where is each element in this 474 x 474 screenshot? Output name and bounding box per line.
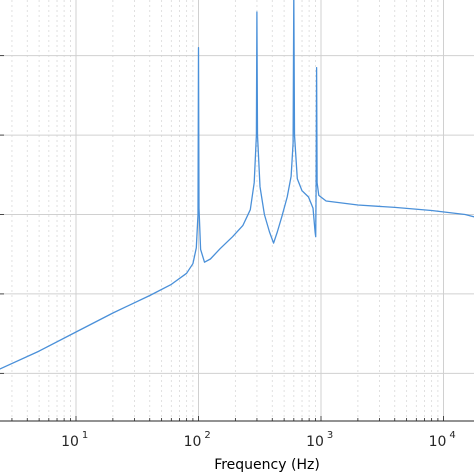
x-tick-label: 10 xyxy=(184,434,202,450)
x-axis-label: Frequency (Hz) xyxy=(214,457,320,473)
x-tick-label-exponent: 1 xyxy=(82,430,88,441)
x-tick-label: 10 xyxy=(306,434,324,450)
minor-grid xyxy=(11,0,439,421)
x-tick-label-exponent: 2 xyxy=(204,430,210,441)
x-tick-label: 10 xyxy=(429,434,447,450)
x-tick-label: 10 xyxy=(61,434,79,450)
x-tick-label-exponent: 3 xyxy=(327,430,333,441)
series-line xyxy=(0,0,474,370)
x-tick-label-exponent: 4 xyxy=(449,430,455,441)
x-tick-labels: 10 1 10 2 10 3 10 4 xyxy=(61,430,456,450)
